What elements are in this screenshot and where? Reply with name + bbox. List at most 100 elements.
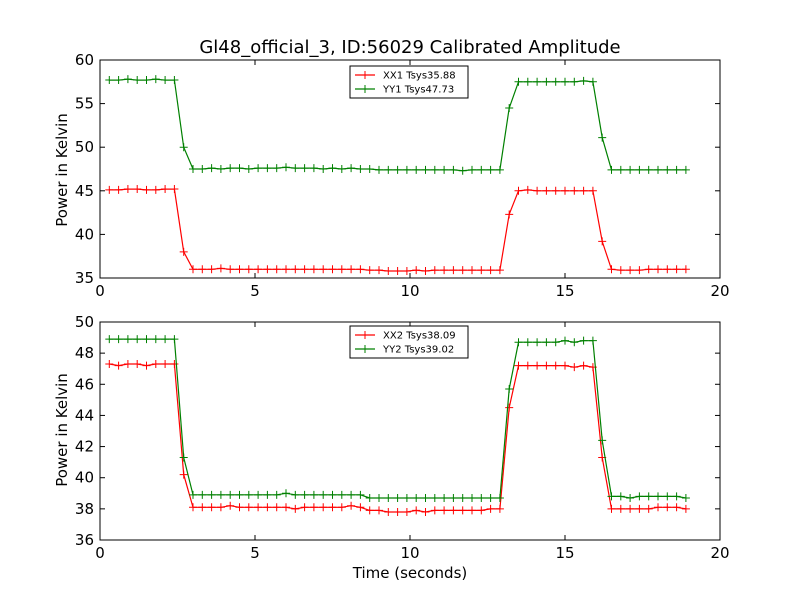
bottom-panel: 0 5 10 15 20 36 38 40 42 44 46 48 50 XX2 Tsys38.09 YY2… [75, 313, 730, 562]
bottom-data-point [570, 363, 579, 372]
top-data-point [244, 265, 253, 274]
top-data-point [347, 265, 356, 274]
top-data-point [263, 265, 272, 274]
bottom-data-point [412, 493, 421, 502]
bottom-data-point [495, 493, 504, 502]
bottom-data-point [291, 490, 300, 499]
top-data-point [375, 266, 383, 275]
bottom-data-point [319, 490, 328, 499]
bottom-data-point [468, 506, 476, 515]
top-data-point [654, 265, 662, 274]
top-y-tick-label: 45 [75, 182, 94, 200]
bottom-data-point [347, 501, 356, 510]
bottom-data-point [663, 492, 672, 501]
bottom-data-point [542, 338, 551, 347]
top-data-point [198, 265, 207, 274]
top-data-point [375, 165, 383, 174]
bottom-data-point [207, 503, 216, 512]
bottom-series-line [109, 338, 687, 499]
bottom-data-point [263, 490, 272, 499]
top-data-point [523, 77, 532, 86]
top-data-point [421, 165, 430, 174]
bottom-data-point [207, 490, 216, 499]
bottom-y-axis-label: Power in Kelvin [53, 373, 71, 487]
bottom-data-point [551, 338, 560, 347]
bottom-data-point [133, 335, 142, 344]
bottom-data-point [430, 506, 439, 515]
bottom-data-point [272, 490, 281, 499]
top-data-point [235, 265, 244, 274]
top-data-point [458, 166, 467, 175]
bottom-data-point [579, 336, 588, 345]
bottom-data-point [142, 361, 151, 370]
top-data-point [272, 164, 281, 173]
top-data-point [449, 165, 458, 174]
top-data-point [105, 76, 114, 85]
top-data-point [328, 265, 337, 274]
bottom-data-point [579, 361, 588, 370]
bottom-x-tick-label: 10 [400, 544, 419, 562]
top-data-point [207, 265, 216, 274]
top-data-point [384, 165, 393, 174]
bottom-data-point [179, 453, 188, 462]
bottom-data-point [189, 503, 197, 512]
top-data-point [607, 265, 616, 274]
bottom-data-point [105, 335, 114, 344]
bottom-data-point [412, 506, 421, 515]
top-data-point [635, 266, 644, 275]
bottom-data-point [235, 490, 244, 499]
top-data-point [179, 247, 188, 256]
top-data-point [161, 76, 170, 85]
top-data-point [635, 165, 644, 174]
bottom-data-point [254, 503, 263, 512]
bottom-data-point [133, 360, 142, 369]
top-data-point [123, 75, 132, 84]
bottom-data-point [458, 493, 467, 502]
bottom-series-2 [105, 335, 690, 502]
top-data-point [412, 266, 421, 275]
bottom-data-point [505, 384, 514, 393]
top-data-point [616, 266, 625, 275]
top-legend: XX1 Tsys35.88 YY1 Tsys47.73 [349, 65, 469, 99]
bottom-data-point [170, 360, 179, 369]
bottom-data-point [319, 503, 328, 512]
top-data-point [440, 165, 449, 174]
top-data-point [449, 266, 458, 275]
top-data-point [216, 165, 225, 173]
top-data-point [309, 164, 318, 173]
bottom-data-point [440, 493, 449, 502]
bottom-data-point [365, 493, 374, 502]
top-data-point [161, 185, 170, 194]
bottom-data-point [282, 489, 290, 498]
bottom-data-point [226, 490, 235, 499]
top-data-point [356, 265, 365, 274]
top-data-point [226, 265, 235, 274]
bottom-data-point [151, 335, 160, 344]
bottom-data-point [505, 403, 514, 412]
bottom-data-point [226, 501, 235, 510]
top-data-point [393, 165, 402, 174]
top-data-point [356, 165, 365, 173]
top-y-tick-label: 60 [75, 51, 94, 69]
top-data-point [170, 76, 179, 85]
bottom-data-point [384, 507, 393, 516]
top-data-point [542, 77, 551, 86]
bottom-data-point [570, 338, 579, 347]
bottom-data-point [440, 506, 449, 515]
bottom-y-tick-label: 38 [75, 500, 94, 518]
bottom-data-point [179, 470, 188, 479]
bottom-data-point [663, 503, 672, 512]
top-data-point [235, 164, 244, 173]
top-data-point [402, 267, 411, 276]
top-data-point [142, 76, 151, 85]
bottom-data-point [561, 336, 569, 345]
top-data-point [430, 266, 439, 275]
bottom-y-tick-label: 40 [75, 469, 94, 487]
bottom-data-point [328, 490, 337, 499]
bottom-data-point [449, 506, 458, 515]
top-data-point [328, 164, 337, 173]
top-data-point [468, 165, 476, 174]
bottom-data-point [272, 503, 281, 512]
bottom-data-point [402, 507, 411, 516]
